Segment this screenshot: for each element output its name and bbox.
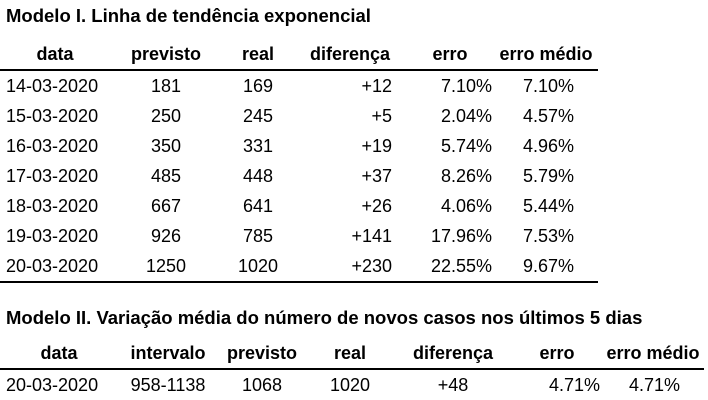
- cell-erro-medio: 5.44%: [522, 196, 574, 216]
- cell-diferenca: +37: [361, 166, 392, 186]
- cell-diferenca: +230: [294, 251, 406, 283]
- cell-erro: 8.26%: [440, 166, 492, 186]
- cell-real: 641: [242, 196, 274, 216]
- cell-data: 17-03-2020: [6, 166, 99, 186]
- column-header-data: data: [0, 339, 118, 370]
- cell-intervalo: 958-1138: [130, 375, 206, 395]
- cell-previsto: 350: [150, 136, 182, 156]
- cell-data: 19-03-2020: [6, 226, 99, 246]
- table-row: 17-03-2020 485 448 +37 8.26% 5.79%: [0, 161, 598, 191]
- column-header-real: real: [222, 40, 294, 71]
- cell-real: 448: [242, 166, 274, 186]
- table-row: 15-03-2020 250 245 +5 2.04% 4.57%: [0, 101, 598, 131]
- cell-erro: 4.71%: [548, 375, 600, 395]
- model2-title: Modelo II. Variação média do número de n…: [6, 307, 643, 328]
- cell-erro: 2.04%: [440, 106, 492, 126]
- cell-data: 18-03-2020: [6, 196, 99, 216]
- model2-header-row: data intervalo previsto real diferença e…: [0, 339, 704, 370]
- cell-erro-medio: 5.79%: [522, 166, 574, 186]
- cell-previsto: 667: [150, 196, 182, 216]
- cell-data: 20-03-2020: [0, 251, 110, 283]
- cell-diferenca: +12: [361, 76, 392, 96]
- cell-diferenca: +141: [351, 226, 392, 246]
- cell-erro: 7.10%: [440, 76, 492, 96]
- cell-data: 14-03-2020: [6, 76, 99, 96]
- cell-diferenca: +48: [437, 375, 469, 395]
- cell-previsto: 1068: [241, 375, 283, 395]
- cell-data: 15-03-2020: [6, 106, 99, 126]
- column-header-previsto: previsto: [110, 40, 222, 71]
- cell-erro: 22.55%: [406, 251, 494, 283]
- cell-erro-medio: 4.71%: [628, 375, 680, 395]
- cell-diferenca: +5: [371, 106, 392, 126]
- table-row: 20-03-2020 1250 1020 +230 22.55% 9.67%: [0, 251, 598, 283]
- table-row: 14-03-2020 181 169 +12 7.10% 7.10%: [0, 70, 598, 101]
- column-header-erro-medio: erro médio: [494, 40, 598, 71]
- cell-previsto: 485: [150, 166, 182, 186]
- table-row: 18-03-2020 667 641 +26 4.06% 5.44%: [0, 191, 598, 221]
- column-header-data: data: [0, 40, 110, 71]
- cell-real: 1020: [222, 251, 294, 283]
- cell-previsto: 1250: [110, 251, 222, 283]
- cell-previsto: 926: [150, 226, 182, 246]
- cell-erro-medio: 7.10%: [522, 76, 574, 96]
- cell-real: 1020: [329, 375, 371, 395]
- cell-data: 16-03-2020: [6, 136, 99, 156]
- cell-real: 245: [242, 106, 274, 126]
- cell-diferenca: +19: [361, 136, 392, 156]
- cell-real: 331: [242, 136, 274, 156]
- model1-title: Modelo I. Linha de tendência exponencial: [6, 5, 371, 26]
- model1-table: data previsto real diferença erro erro m…: [0, 40, 598, 283]
- column-header-erro: erro: [406, 40, 494, 71]
- cell-erro-medio: 9.67%: [494, 251, 598, 283]
- cell-erro: 5.74%: [440, 136, 492, 156]
- cell-erro: 4.06%: [440, 196, 492, 216]
- cell-erro-medio: 7.53%: [522, 226, 574, 246]
- column-header-diferenca: diferença: [294, 40, 406, 71]
- model1-header-row: data previsto real diferença erro erro m…: [0, 40, 598, 71]
- table-row: 16-03-2020 350 331 +19 5.74% 4.96%: [0, 131, 598, 161]
- column-header-diferenca: diferença: [394, 339, 512, 370]
- cell-real: 785: [242, 226, 274, 246]
- column-header-previsto: previsto: [218, 339, 306, 370]
- cell-previsto: 250: [150, 106, 182, 126]
- column-header-intervalo: intervalo: [118, 339, 218, 370]
- table-row: 20-03-2020 958-1138 1068 1020 +48 4.71% …: [0, 369, 704, 400]
- model2-table: data intervalo previsto real diferença e…: [0, 339, 704, 400]
- cell-erro-medio: 4.96%: [522, 136, 574, 156]
- cell-real: 169: [242, 76, 274, 96]
- cell-erro-medio: 4.57%: [522, 106, 574, 126]
- column-header-real: real: [306, 339, 394, 370]
- column-header-erro: erro: [512, 339, 602, 370]
- cell-diferenca: +26: [361, 196, 392, 216]
- cell-erro: 17.96%: [430, 226, 492, 246]
- cell-data: 20-03-2020: [6, 375, 99, 395]
- table-row: 19-03-2020 926 785 +141 17.96% 7.53%: [0, 221, 598, 251]
- cell-previsto: 181: [150, 76, 182, 96]
- column-header-erro-medio: erro médio: [602, 339, 704, 370]
